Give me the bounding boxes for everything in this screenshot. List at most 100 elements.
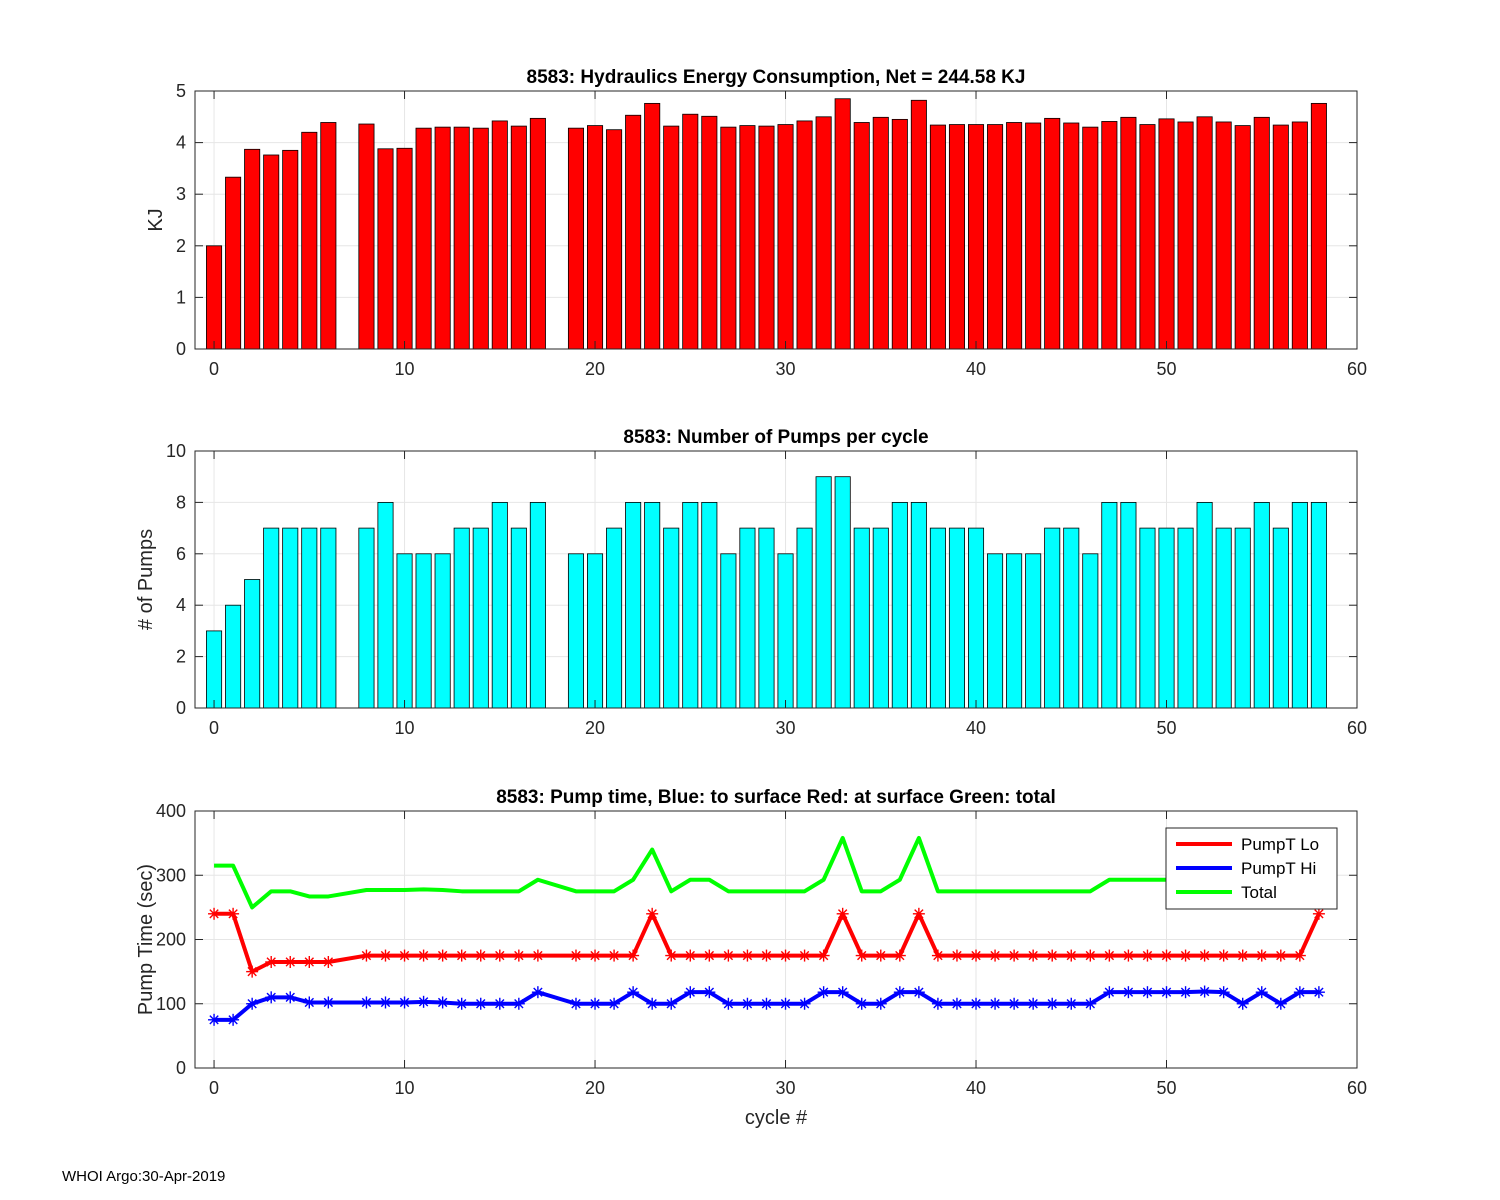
bar-cycle-32 [815,116,832,350]
point-marker [1046,997,1059,1010]
point-marker [608,997,621,1010]
x-tick-label: 10 [395,359,415,379]
point-marker [284,991,297,1004]
point-marker [760,949,773,962]
bar-cycle-25 [682,501,699,709]
bar-cycle-24 [663,527,680,709]
point-marker [303,955,316,968]
bar-cycle-5 [301,527,318,709]
bar-cycle-32 [815,476,832,709]
bar-cycle-37 [910,99,927,350]
x-tick-label: 50 [1156,359,1176,379]
bar-cycle-22 [625,501,642,709]
bar-cycle-12 [434,553,451,709]
point-marker [227,907,240,920]
bar-cycle-44 [1044,117,1061,350]
x-tick-label: 40 [966,1078,986,1098]
y-tick-label: 2 [176,647,186,667]
bar-cycle-43 [1025,553,1042,709]
legend-label: PumpT Lo [1241,835,1319,854]
point-marker [703,986,716,999]
point-marker [455,997,468,1010]
point-marker [1008,997,1021,1010]
point-marker [950,949,963,962]
point-marker [646,907,659,920]
point-marker [741,997,754,1010]
point-marker [741,949,754,962]
bar-cycle-36 [891,118,908,350]
point-marker [1274,997,1287,1010]
point-marker [1198,985,1211,998]
bar-cycle-17 [529,117,546,350]
point-marker [398,996,411,1009]
point-marker [1141,949,1154,962]
point-marker [208,1013,221,1026]
point-marker [1122,949,1135,962]
y-tick-label: 300 [156,865,186,885]
bar-cycle-47 [1101,121,1118,350]
bar-cycle-23 [644,102,661,350]
bar-cycle-12 [434,126,451,350]
point-marker [436,996,449,1009]
bar-cycle-44 [1044,527,1061,709]
y-tick-label: 10 [166,441,186,461]
point-marker [970,997,983,1010]
point-marker [512,949,525,962]
y-tick-label: 8 [176,492,186,512]
bar-cycle-13 [453,126,470,350]
bar-cycle-50 [1158,527,1175,709]
point-marker [627,986,640,999]
point-marker [589,997,602,1010]
point-marker [836,907,849,920]
point-marker [1084,949,1097,962]
point-marker [322,996,335,1009]
point-marker [436,949,449,962]
point-marker [608,949,621,962]
point-marker [1027,997,1040,1010]
point-marker [1103,949,1116,962]
point-marker [265,991,278,1004]
bar-cycle-9 [377,501,394,709]
bar-cycle-57 [1291,501,1308,709]
bar-cycle-53 [1215,121,1232,350]
point-marker [1217,949,1230,962]
bar-cycle-28 [739,527,756,709]
point-marker [474,997,487,1010]
bar-cycle-49 [1139,527,1156,709]
bar-cycle-20 [587,125,604,350]
point-marker [646,997,659,1010]
bar-cycle-34 [853,122,870,350]
bar-cycle-4 [282,527,299,709]
bar-cycle-14 [472,127,489,350]
point-marker [379,996,392,1009]
point-marker [531,949,544,962]
x-tick-label: 20 [585,718,605,738]
point-marker [246,997,259,1010]
point-marker [874,949,887,962]
point-marker [722,949,735,962]
point-marker [1103,986,1116,999]
bar-cycle-53 [1215,527,1232,709]
y-axis-label: Pump Time (sec) [135,864,157,1015]
point-marker [893,986,906,999]
point-marker [989,997,1002,1010]
chart-3: 0 10 20 30 40 50 60 0 100 200 300 400 8583: Pump tim… [135,787,1367,1129]
bar-cycle-15 [491,501,508,709]
y-tick-label: 0 [176,1058,186,1078]
axes-box [194,90,1358,350]
x-axis-label: cycle # [745,1107,808,1129]
bar-cycle-19 [567,127,585,350]
bar-cycle-25 [682,113,699,350]
y-axis-label: # of Pumps [135,529,157,630]
bar-cycle-9 [377,148,394,350]
bar-cycle-15 [491,120,508,350]
bar-cycle-43 [1025,122,1042,350]
bar-cycle-46 [1082,553,1099,709]
point-marker [1141,986,1154,999]
y-tick-label: 0 [176,339,186,359]
x-tick-label: 30 [776,359,796,379]
bar-cycle-45 [1063,122,1080,350]
point-marker [1027,949,1040,962]
bar-cycle-57 [1291,121,1308,350]
x-tick-label: 20 [585,359,605,379]
